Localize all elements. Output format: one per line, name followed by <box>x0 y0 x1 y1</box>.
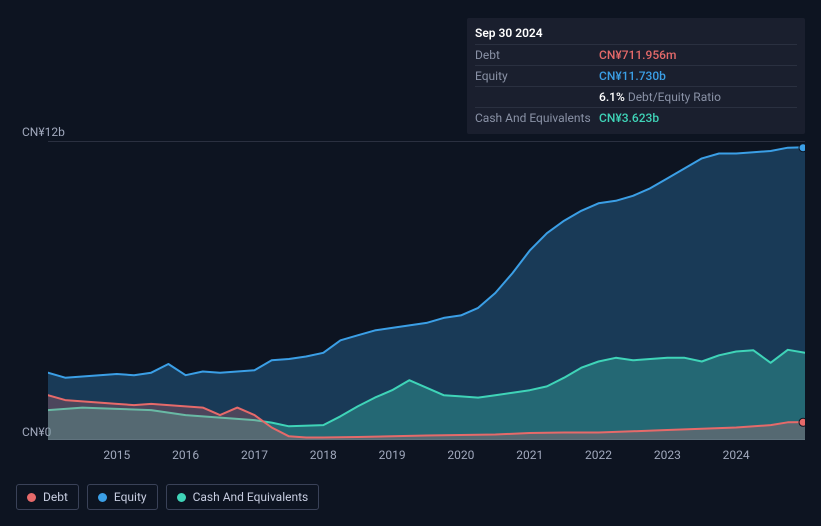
y-axis-top-label: CN¥12b <box>22 125 65 139</box>
legend-item-debt[interactable]: Debt <box>16 484 79 510</box>
tooltip-row-label: Equity <box>475 69 599 83</box>
x-axis-tick: 2021 <box>516 448 543 462</box>
series-end-marker <box>799 144 805 152</box>
legend-swatch <box>98 493 107 502</box>
tooltip-row-value: 6.1%Debt/Equity Ratio <box>599 90 797 104</box>
chart-plot-area[interactable] <box>48 141 805 440</box>
legend-swatch <box>177 493 186 502</box>
tooltip-row: 6.1%Debt/Equity Ratio <box>475 86 797 107</box>
tooltip-row: DebtCN¥711.956m <box>475 44 797 65</box>
x-axis-tick: 2022 <box>585 448 612 462</box>
x-axis: 2015 2016 2017 2018 2019 2020 2021 2022 2023 2024 <box>48 448 805 468</box>
tooltip-row-label: Debt <box>475 48 599 62</box>
tooltip-row: EquityCN¥11.730b <box>475 65 797 86</box>
tooltip-row: Cash And EquivalentsCN¥3.623b <box>475 107 797 128</box>
x-axis-tick: 2018 <box>310 448 337 462</box>
chart-tooltip: Sep 30 2024 DebtCN¥711.956mEquityCN¥11.7… <box>467 18 805 134</box>
tooltip-row-value: CN¥711.956m <box>599 48 797 62</box>
x-axis-tick: 2019 <box>379 448 406 462</box>
x-axis-tick: 2024 <box>723 448 750 462</box>
series-end-marker <box>799 418 805 426</box>
legend: Debt Equity Cash And Equivalents <box>16 484 319 510</box>
x-axis-tick: 2023 <box>654 448 681 462</box>
x-axis-tick: 2020 <box>447 448 474 462</box>
legend-label: Equity <box>114 490 147 504</box>
tooltip-row-value: CN¥11.730b <box>599 69 797 83</box>
x-axis-tick: 2015 <box>103 448 130 462</box>
tooltip-row-label <box>475 90 599 104</box>
x-axis-tick: 2016 <box>172 448 199 462</box>
x-axis-tick: 2017 <box>241 448 268 462</box>
legend-label: Cash And Equivalents <box>193 490 309 504</box>
legend-label: Debt <box>43 490 68 504</box>
legend-item-cash-and-equivalents[interactable]: Cash And Equivalents <box>166 484 320 510</box>
legend-swatch <box>27 493 36 502</box>
y-axis-bottom-label: CN¥0 <box>22 425 51 439</box>
legend-item-equity[interactable]: Equity <box>87 484 158 510</box>
tooltip-row-label: Cash And Equivalents <box>475 111 599 125</box>
tooltip-row-value: CN¥3.623b <box>599 111 797 125</box>
tooltip-date: Sep 30 2024 <box>475 24 797 44</box>
